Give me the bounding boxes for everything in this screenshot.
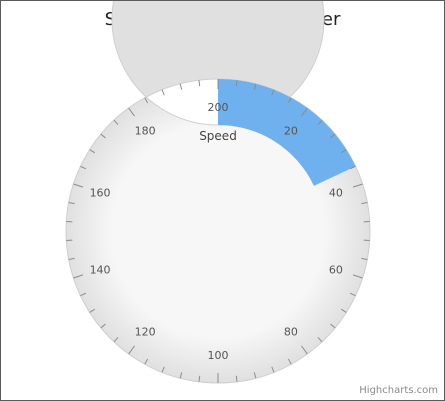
minor-tick	[235, 375, 238, 382]
tick-label-120: 120	[135, 325, 156, 338]
minor-tick	[253, 83, 257, 90]
minor-tick	[287, 97, 292, 104]
minor-tick	[89, 308, 95, 313]
minor-tick	[349, 292, 356, 297]
major-tick	[128, 107, 135, 117]
major-tick	[73, 183, 84, 188]
minor-tick	[361, 202, 368, 205]
tick-label-100: 100	[208, 349, 229, 362]
minor-tick	[198, 80, 201, 87]
tick-label-20: 20	[284, 125, 298, 138]
minor-tick	[161, 89, 165, 96]
minor-tick	[161, 366, 165, 373]
major-tick	[352, 274, 363, 279]
tick-label-60: 60	[329, 263, 343, 276]
major-tick	[352, 183, 363, 188]
tick-label-140: 140	[90, 263, 111, 276]
minor-tick	[330, 323, 336, 329]
series-label-speed: Speed	[199, 129, 237, 143]
minor-tick	[113, 119, 119, 125]
gauge-track	[65, 1, 371, 384]
minor-tick	[68, 202, 75, 205]
credits-link[interactable]: Highcharts.com	[359, 385, 438, 396]
major-tick	[301, 107, 308, 117]
major-tick	[301, 345, 308, 355]
major-tick	[128, 345, 135, 355]
minor-tick	[361, 257, 368, 260]
minor-tick	[144, 358, 149, 365]
minor-tick	[341, 149, 347, 154]
major-tick	[73, 274, 84, 279]
minor-tick	[330, 133, 336, 139]
minor-tick	[341, 308, 347, 313]
minor-tick	[349, 165, 356, 170]
gauge-tick-labels: 20 40 60 80 100 120 140 160 180 200	[90, 101, 343, 362]
tick-label-40: 40	[329, 187, 343, 200]
minor-tick	[179, 83, 183, 90]
minor-tick	[235, 80, 238, 87]
minor-tick	[89, 149, 95, 154]
minor-tick	[113, 337, 119, 343]
minor-tick	[198, 375, 201, 382]
gauge-track-ring	[65, 1, 371, 384]
gauge-band-speed	[218, 79, 356, 186]
gauge-ticks	[66, 79, 370, 383]
minor-tick	[271, 366, 275, 373]
minor-tick	[100, 133, 106, 139]
minor-tick	[317, 119, 323, 125]
minor-tick	[144, 97, 149, 104]
tick-label-160: 160	[90, 187, 111, 200]
tick-label-80: 80	[284, 325, 298, 338]
tick-label-180: 180	[135, 125, 156, 138]
minor-tick	[80, 292, 87, 297]
minor-tick	[68, 257, 75, 260]
minor-tick	[100, 323, 106, 329]
minor-tick	[179, 372, 183, 379]
minor-tick	[80, 165, 87, 170]
minor-tick	[317, 337, 323, 343]
gauge-band-group	[218, 79, 356, 186]
minor-tick	[253, 372, 257, 379]
minor-tick	[271, 89, 275, 96]
minor-tick	[287, 358, 292, 365]
tick-label-200: 200	[208, 101, 229, 114]
